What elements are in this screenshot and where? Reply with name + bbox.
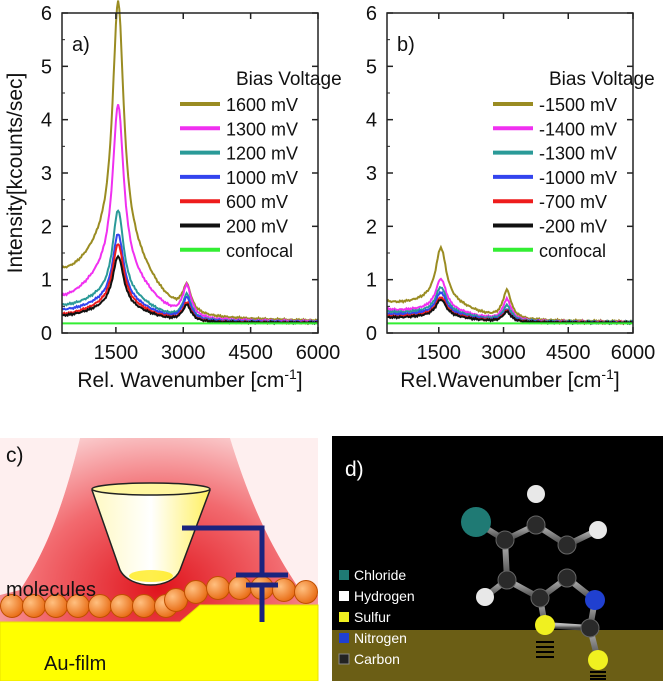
x-tick-label: 4500 bbox=[546, 342, 591, 364]
panel-c-label: c) bbox=[6, 444, 24, 467]
legend-label: confocal bbox=[226, 241, 293, 261]
legend-label: Hydrogen bbox=[354, 588, 415, 604]
x-tick-label: 1500 bbox=[417, 342, 462, 364]
legend-swatch bbox=[338, 653, 350, 665]
panel-d-molecule: d) bbox=[332, 436, 663, 681]
sulfur-atom bbox=[535, 615, 555, 635]
carbon-atom bbox=[495, 530, 515, 550]
legend-label: 600 mV bbox=[226, 192, 288, 212]
sulfur-atom bbox=[588, 650, 608, 670]
x-tick-label: 3000 bbox=[481, 342, 526, 364]
y-tick-label: 3 bbox=[41, 163, 52, 185]
legend-label: Nitrogen bbox=[354, 630, 407, 646]
chloride-atom bbox=[461, 507, 491, 537]
au-film-label: Au-film bbox=[44, 653, 106, 675]
carbon-atom bbox=[526, 515, 546, 535]
y-tick-label: 3 bbox=[366, 163, 377, 185]
x-tick-label: 6000 bbox=[611, 342, 656, 364]
tip-apex bbox=[129, 570, 173, 582]
hydrogen-atom bbox=[589, 521, 607, 539]
y-tick-label: 5 bbox=[41, 56, 52, 78]
x-tick-label: 1500 bbox=[94, 342, 139, 364]
y-tick-label: 6 bbox=[366, 3, 377, 25]
molecule-ball bbox=[132, 594, 156, 618]
y-tick-label: 2 bbox=[366, 216, 377, 238]
au-film bbox=[0, 604, 319, 681]
legend-label: -1300 mV bbox=[539, 144, 617, 164]
carbon-atom bbox=[497, 570, 517, 590]
y-tick-label: 4 bbox=[366, 110, 377, 132]
legend-label: 1200 mV bbox=[226, 144, 298, 164]
tip-top bbox=[91, 482, 211, 496]
legend-title: Bias Voltage bbox=[236, 69, 342, 90]
molecule-ball bbox=[184, 580, 208, 604]
y-tick-label: 5 bbox=[366, 56, 377, 78]
molecule-ball bbox=[272, 578, 296, 602]
legend-label: -200 mV bbox=[539, 217, 607, 237]
y-tick-label: 6 bbox=[41, 3, 52, 25]
carbon-atom bbox=[557, 535, 577, 555]
molecule-layer bbox=[0, 576, 318, 618]
panel-c-schematic: c) molecules Au-film bbox=[0, 438, 319, 681]
panel-label: a) bbox=[72, 34, 90, 56]
y-tick-label: 1 bbox=[41, 270, 52, 292]
legend-label: Carbon bbox=[354, 651, 400, 667]
legend-label: -1400 mV bbox=[539, 119, 617, 139]
molecule-ball bbox=[228, 576, 252, 600]
legend-label: -700 mV bbox=[539, 192, 607, 212]
x-tick-label: 6000 bbox=[296, 342, 341, 364]
molecule-ball bbox=[294, 580, 318, 604]
legend-label: confocal bbox=[539, 241, 606, 261]
nitrogen-atom bbox=[585, 590, 605, 610]
legend-label: 200 mV bbox=[226, 217, 288, 237]
surface-layer bbox=[332, 630, 663, 681]
y-tick-label: 2 bbox=[41, 216, 52, 238]
legend-label: -1500 mV bbox=[539, 95, 617, 115]
legend-label: Sulfur bbox=[354, 609, 391, 625]
carbon-atom bbox=[530, 588, 550, 608]
legend-swatch bbox=[339, 591, 349, 601]
y-tick-label: 0 bbox=[366, 323, 377, 345]
legend-label: 1000 mV bbox=[226, 168, 298, 188]
carbon-atom bbox=[580, 618, 600, 638]
molecules-label: molecules bbox=[6, 579, 96, 601]
carbon-atom bbox=[557, 568, 577, 588]
panel-d-label: d) bbox=[345, 458, 364, 481]
bias-wire-top bbox=[182, 525, 265, 575]
legend-label: -1000 mV bbox=[539, 168, 617, 188]
surface-bond-markers bbox=[536, 641, 606, 680]
x-tick-label: 4500 bbox=[228, 342, 273, 364]
series-line bbox=[386, 244, 634, 324]
hydrogen-atom bbox=[527, 485, 545, 503]
legend-swatch bbox=[339, 570, 349, 580]
series-line bbox=[61, 254, 319, 326]
y-tick-label: 0 bbox=[41, 323, 52, 345]
molecule-ball bbox=[206, 576, 230, 600]
legend-title: Bias Voltage bbox=[549, 69, 655, 90]
x-axis-label: Rel. Wavenumber [cm-1] bbox=[77, 366, 302, 392]
legend-label: Chloride bbox=[354, 567, 406, 583]
atom-legend: Chloride Hydrogen Sulfur Nitrogen Carbon bbox=[338, 567, 415, 667]
y-tick-label: 1 bbox=[366, 270, 377, 292]
legend-label: 1600 mV bbox=[226, 95, 298, 115]
panel-label: b) bbox=[397, 34, 415, 56]
legend-swatch bbox=[339, 612, 349, 622]
molecule-ball bbox=[110, 594, 134, 618]
y-axis-label: Intensity[kcounts/sec] bbox=[4, 73, 27, 274]
legend-swatch bbox=[339, 633, 349, 643]
x-tick-label: 3000 bbox=[161, 342, 206, 364]
legend-label: 1300 mV bbox=[226, 119, 298, 139]
hydrogen-atom bbox=[476, 588, 494, 606]
x-axis-label: Rel.Wavenumber [cm-1] bbox=[400, 366, 619, 392]
y-tick-label: 4 bbox=[41, 110, 52, 132]
